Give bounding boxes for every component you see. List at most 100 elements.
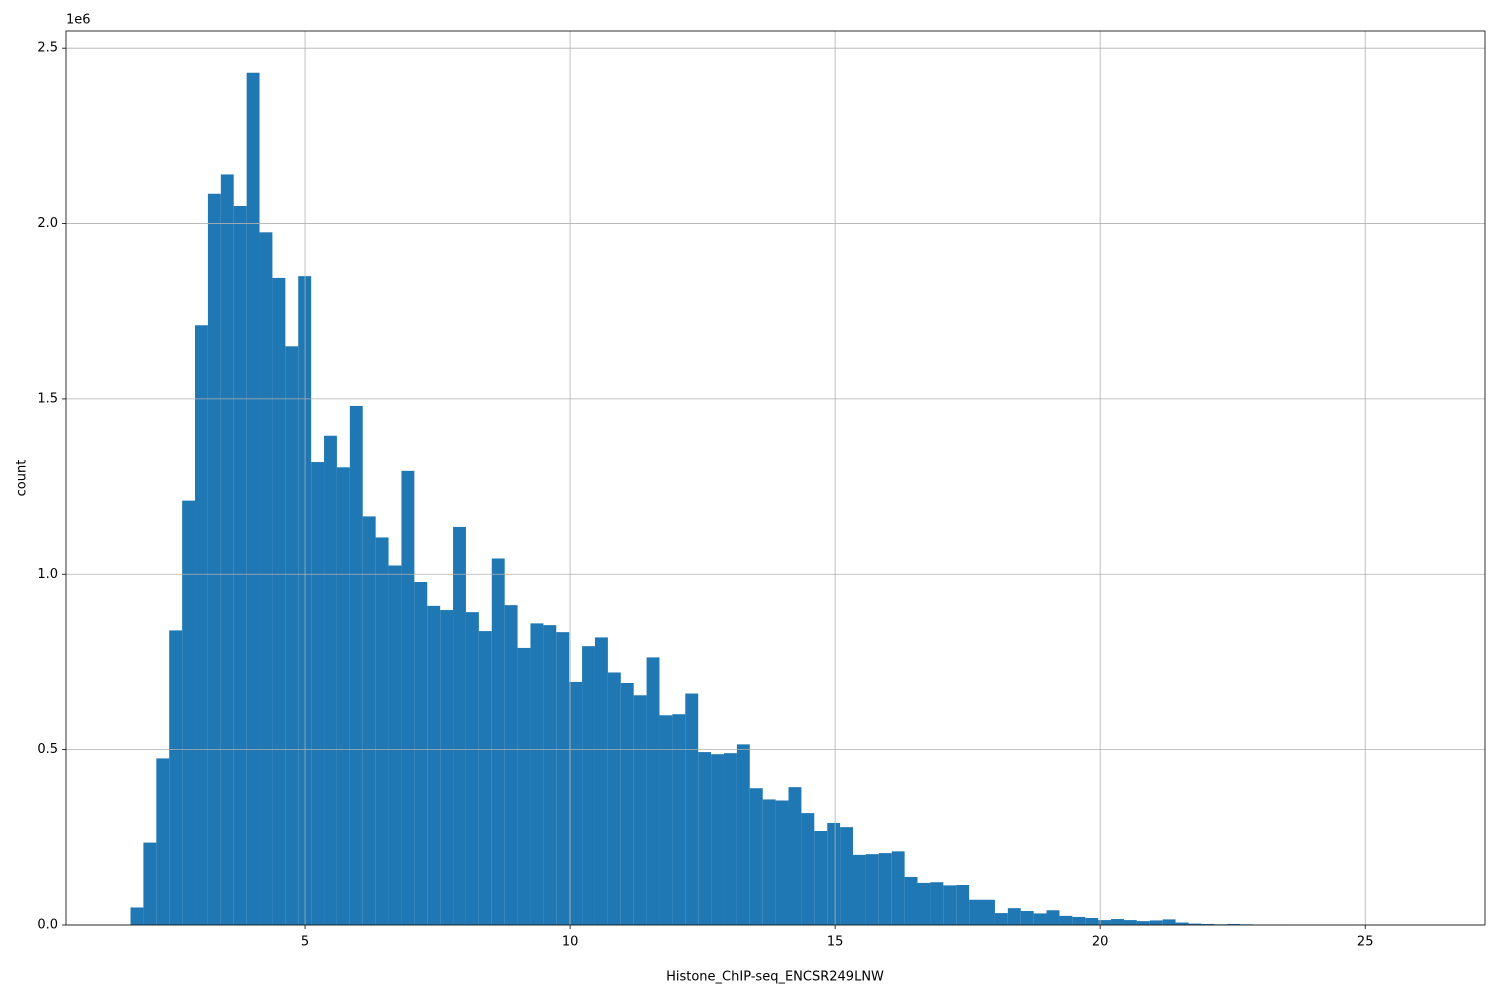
bar [852, 854, 866, 925]
y-tick-label: 0.0 [37, 918, 58, 933]
bar [478, 631, 492, 925]
bar [1111, 919, 1124, 925]
y-tick-label: 2.0 [37, 216, 58, 231]
bar [556, 632, 570, 925]
bar [749, 788, 763, 925]
bar [994, 913, 1008, 925]
bar [1007, 908, 1021, 925]
y-tick-label: 1.5 [37, 391, 58, 406]
bar [1149, 920, 1163, 925]
bar [207, 193, 221, 925]
bar [285, 346, 299, 925]
bar [1227, 923, 1241, 925]
bar [685, 693, 699, 925]
bar [801, 813, 815, 925]
bar [620, 682, 634, 925]
bar [195, 325, 208, 925]
bar [427, 605, 441, 925]
bar [465, 612, 479, 925]
bar [569, 681, 583, 925]
bar [723, 753, 737, 925]
bar [362, 516, 376, 925]
bar [930, 882, 944, 925]
plot-frame [65, 30, 1486, 926]
bar [336, 467, 350, 925]
bar [917, 882, 931, 925]
x-tick-label: 10 [562, 935, 579, 950]
bar [943, 885, 957, 925]
bar [736, 744, 750, 925]
bar [775, 800, 789, 925]
bar [1098, 920, 1112, 925]
bar [969, 899, 983, 925]
bar [349, 405, 363, 925]
bar [1059, 915, 1073, 925]
bar [414, 581, 428, 925]
x-tick-label: 20 [1092, 935, 1109, 950]
bar [582, 646, 595, 925]
bar [956, 885, 970, 925]
bar [594, 637, 608, 925]
bar [130, 907, 144, 925]
y-offset-label: 1e6 [66, 13, 91, 28]
bar [440, 610, 454, 925]
bar [865, 854, 879, 925]
bar [607, 672, 621, 925]
x-tick-label: 15 [827, 935, 844, 950]
bar [840, 827, 853, 925]
bar [698, 752, 712, 925]
y-tick-label: 0.5 [37, 742, 58, 757]
bar [220, 174, 234, 925]
y-axis-label: count [15, 460, 30, 497]
bar [453, 526, 466, 925]
x-tick-label: 25 [1357, 935, 1374, 950]
bar [1162, 919, 1176, 925]
bar [1033, 913, 1047, 925]
bar [1175, 922, 1189, 925]
bar [672, 714, 686, 925]
bar [891, 851, 905, 925]
y-tick-label: 1.0 [37, 567, 58, 582]
bar [1085, 917, 1099, 925]
x-tick-label: 5 [301, 935, 309, 950]
bar [543, 625, 557, 925]
bar [388, 565, 402, 925]
y-tick-label: 2.5 [37, 41, 58, 56]
bar [646, 657, 660, 925]
bar [259, 232, 273, 925]
bar [1201, 923, 1215, 925]
bar [762, 799, 776, 925]
bar [233, 206, 247, 926]
bar [814, 831, 828, 925]
bar [401, 470, 415, 925]
bar [982, 899, 995, 925]
bar [311, 462, 325, 925]
bar [1123, 920, 1137, 925]
bar [1188, 923, 1202, 925]
bar [375, 537, 389, 925]
bar [904, 876, 918, 925]
bar [659, 715, 673, 925]
bar [246, 72, 260, 925]
bar [633, 695, 647, 925]
bar [143, 842, 157, 925]
bar [711, 754, 724, 925]
bar [1020, 910, 1034, 925]
bar [1072, 916, 1086, 925]
bar [504, 605, 518, 925]
bar [517, 647, 531, 925]
bar [878, 853, 892, 925]
bar [491, 558, 505, 925]
bar [156, 758, 170, 925]
bar [1046, 910, 1060, 925]
bar [182, 500, 196, 925]
x-axis-label: Histone_ChIP-seq_ENCSR249LNW [666, 970, 884, 985]
bar [530, 623, 544, 925]
bar [788, 787, 802, 925]
bar [827, 822, 841, 925]
bar [169, 630, 183, 925]
bar [1136, 921, 1150, 925]
bar [324, 435, 337, 925]
bar [272, 277, 286, 925]
